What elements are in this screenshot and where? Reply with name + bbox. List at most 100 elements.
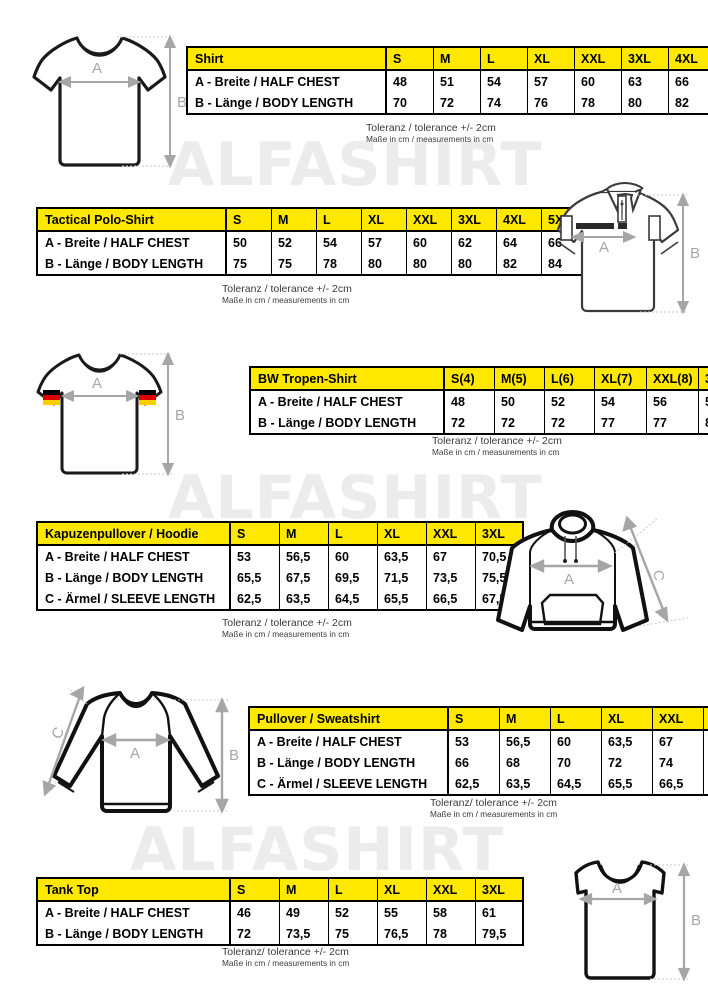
- measure-value: 56,5: [279, 545, 329, 567]
- measure-value: 53: [448, 730, 500, 752]
- measure-value: 53: [230, 545, 280, 567]
- measure-label: B - Länge / BODY LENGTH: [249, 752, 449, 773]
- size-header: XXL: [574, 47, 622, 71]
- measure-value: 62,5: [448, 773, 500, 795]
- measure-value: 67: [426, 545, 476, 567]
- measure-value: 50: [494, 390, 545, 412]
- measure-value: 52: [328, 901, 378, 923]
- size-header: 3XL(9): [698, 367, 708, 391]
- size-header: XXL: [406, 208, 452, 232]
- measure-value: 69,5: [328, 567, 378, 588]
- table-title: Shirt: [187, 47, 387, 71]
- size-header: S: [226, 208, 272, 232]
- table-row: B - Länge / BODY LENGTH 65,5 67,5 69,5 7…: [37, 567, 523, 588]
- measurements-line: Maße in cm / measurements in cm: [222, 629, 350, 640]
- measure-value: 80: [621, 92, 669, 114]
- size-header: S: [230, 522, 280, 546]
- table-row-header: BW Tropen-Shirt S(4) M(5) L(6) XL(7) XXL…: [250, 367, 708, 391]
- measure-value: 72: [444, 412, 495, 434]
- measure-value: 75: [226, 253, 272, 275]
- measurements-line: Maße in cm / measurements in cm: [222, 958, 350, 969]
- watermark-alfashirt-3: ALFASHIRT: [130, 815, 505, 885]
- size-header: XL: [527, 47, 575, 71]
- measurements-line: Maße in cm / measurements in cm: [366, 134, 494, 145]
- table-row-header: Pullover / Sweatshirt S M L XL XXL 3XL: [249, 707, 708, 731]
- measure-value: 65,5: [601, 773, 653, 795]
- measure-value: 76,5: [377, 923, 427, 945]
- table-row: B - Länge / BODY LENGTH 66 68 70 72 74 7…: [249, 752, 708, 773]
- measure-value: 63: [621, 70, 669, 92]
- measure-label: A - Breite / HALF CHEST: [250, 390, 445, 412]
- measure-value: 77: [594, 412, 647, 434]
- size-header: M: [499, 707, 551, 731]
- measure-value: 56: [646, 390, 699, 412]
- size-header: 3XL: [475, 522, 523, 546]
- measure-label: A - Breite / HALF CHEST: [37, 545, 231, 567]
- measure-value: 73,5: [426, 567, 476, 588]
- table-kapuzenpullover-hoodie: Kapuzenpullover / Hoodie S M L XL XXL 3X…: [36, 521, 524, 611]
- figure-tank-top: A B: [550, 855, 705, 995]
- measure-value: 80: [451, 253, 497, 275]
- table-row: C - Ärmel / SLEEVE LENGTH 62,5 63,5 64,5…: [37, 588, 523, 610]
- measure-value: 74: [480, 92, 528, 114]
- measure-label: B - Länge / BODY LENGTH: [37, 253, 227, 275]
- tolerance-note-kapuzenpullover-hoodie: Toleranz / tolerance +/- 2cm Maße in cm …: [222, 617, 352, 640]
- figure-kapuzenpullover-hoodie: A C: [492, 508, 704, 648]
- size-header: M: [433, 47, 481, 71]
- dim-c-label: C: [650, 570, 667, 581]
- measure-value: 74: [652, 752, 704, 773]
- measure-label: B - Länge / BODY LENGTH: [187, 92, 387, 114]
- dim-a-label: A: [92, 60, 102, 77]
- measure-value: 70: [386, 92, 434, 114]
- tolerance-note-tank-top: Toleranz/ tolerance +/- 2cm Maße in cm /…: [222, 946, 349, 969]
- dim-b-label: B: [690, 245, 700, 262]
- size-header: L: [480, 47, 528, 71]
- measure-value: 52: [544, 390, 595, 412]
- size-header: M: [279, 522, 329, 546]
- measure-value: 52: [271, 231, 317, 253]
- measurements-line: Maße in cm / measurements in cm: [222, 295, 350, 306]
- measure-value: 72: [494, 412, 545, 434]
- dim-b-label: B: [177, 94, 187, 111]
- size-header: XL(7): [594, 367, 647, 391]
- table-tank-top: Tank Top S M L XL XXL 3XL A - Breite / H…: [36, 877, 524, 946]
- table-title: Kapuzenpullover / Hoodie: [37, 522, 231, 546]
- measure-value: 78: [426, 923, 476, 945]
- dim-b-label: B: [691, 912, 701, 929]
- table-row: B - Länge / BODY LENGTH 72 72 72 77 77 8…: [250, 412, 708, 434]
- measure-value: 64,5: [328, 588, 378, 610]
- size-header: XXL: [426, 522, 476, 546]
- measure-value: 73,5: [279, 923, 329, 945]
- measure-value: 82: [668, 92, 708, 114]
- measure-value: 50: [226, 231, 272, 253]
- measure-value: 64: [496, 231, 542, 253]
- measure-value: 66: [668, 70, 708, 92]
- figure-pullover-sweatshirt: A B C: [32, 678, 240, 828]
- measure-value: 84: [548, 256, 562, 271]
- measure-value: 63,5: [377, 545, 427, 567]
- measure-value: 70,5: [482, 549, 507, 564]
- measure-label: C - Ärmel / SLEEVE LENGTH: [37, 588, 231, 610]
- measure-value: 65,5: [377, 588, 427, 610]
- measure-value: 62,5: [230, 588, 280, 610]
- tolerance-line: Toleranz / tolerance +/- 2cm: [366, 122, 496, 134]
- table-shirt: Shirt S M L XL XXL 3XL 4XL 5XL A - Breit…: [186, 46, 708, 115]
- measure-value: 63,5: [279, 588, 329, 610]
- size-header: XL: [377, 878, 427, 902]
- size-header: 3XL: [475, 878, 523, 902]
- tolerance-line: Toleranz / tolerance +/- 2cm: [432, 435, 562, 447]
- measure-label: B - Länge / BODY LENGTH: [37, 923, 231, 945]
- size-header: L(6): [544, 367, 595, 391]
- measure-value: 76: [704, 752, 708, 773]
- measure-value: 68: [499, 752, 551, 773]
- measure-value: 48: [444, 390, 495, 412]
- tolerance-note-bw-tropen-shirt: Toleranz / tolerance +/- 2cm Maße in cm …: [432, 435, 562, 458]
- measure-value: 72: [230, 923, 280, 945]
- measure-value: 66: [548, 235, 562, 250]
- dim-b-label: B: [175, 407, 185, 424]
- size-header: 3XL: [621, 47, 669, 71]
- size-header: M: [271, 208, 317, 232]
- measure-label: B - Länge / BODY LENGTH: [250, 412, 445, 434]
- tolerance-line: Toleranz/ tolerance +/- 2cm: [430, 797, 557, 809]
